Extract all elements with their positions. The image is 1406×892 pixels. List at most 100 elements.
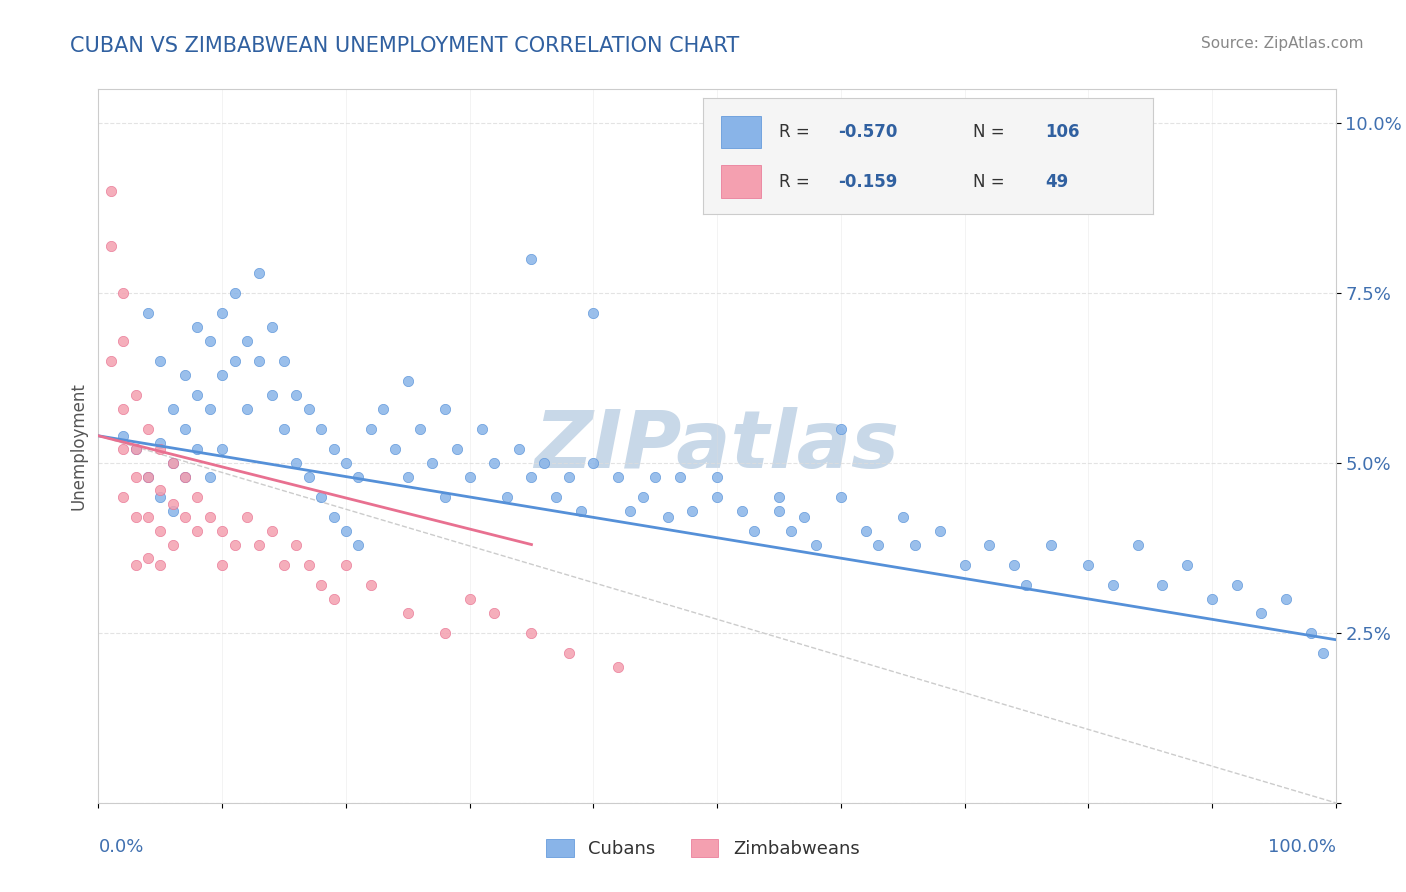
Point xyxy=(124,442,146,457)
Point xyxy=(1250,606,1272,620)
Point xyxy=(1312,646,1334,660)
Point xyxy=(533,456,555,470)
Point xyxy=(273,422,295,436)
Point xyxy=(124,442,146,457)
Point xyxy=(162,537,184,551)
Text: N =: N = xyxy=(973,123,1010,141)
Bar xyxy=(721,165,762,198)
Point xyxy=(112,429,135,443)
Point xyxy=(247,537,270,551)
Point xyxy=(162,456,184,470)
Point xyxy=(149,354,172,368)
Point xyxy=(1015,578,1038,592)
Text: N =: N = xyxy=(973,173,1010,191)
Point xyxy=(335,524,357,538)
Text: 106: 106 xyxy=(1045,123,1080,141)
Text: Source: ZipAtlas.com: Source: ZipAtlas.com xyxy=(1201,36,1364,51)
Point xyxy=(396,375,419,389)
Point xyxy=(433,626,456,640)
Point xyxy=(644,469,666,483)
Point xyxy=(855,524,877,538)
Point xyxy=(100,238,122,252)
Point xyxy=(619,503,641,517)
Point xyxy=(979,537,1001,551)
Text: R =: R = xyxy=(779,173,815,191)
Point xyxy=(260,524,283,538)
Point xyxy=(891,510,914,524)
Point xyxy=(285,388,308,402)
Point xyxy=(1175,558,1198,572)
Point xyxy=(136,422,159,436)
Point xyxy=(384,442,406,457)
Point xyxy=(224,354,246,368)
Point xyxy=(236,334,259,348)
Point xyxy=(396,469,419,483)
Point xyxy=(706,490,728,504)
Text: -0.159: -0.159 xyxy=(838,173,897,191)
Text: 0.0%: 0.0% xyxy=(98,838,143,856)
Point xyxy=(742,524,765,538)
Point xyxy=(495,490,517,504)
Point xyxy=(582,456,605,470)
Text: 49: 49 xyxy=(1045,173,1069,191)
Point xyxy=(793,510,815,524)
Point xyxy=(112,286,135,301)
Point xyxy=(458,591,481,606)
Point xyxy=(322,442,344,457)
Point xyxy=(1226,578,1249,592)
Point xyxy=(322,591,344,606)
Point xyxy=(322,510,344,524)
Point xyxy=(607,660,630,674)
Point xyxy=(484,606,506,620)
Point xyxy=(112,490,135,504)
Point xyxy=(607,469,630,483)
Point xyxy=(780,524,803,538)
Point xyxy=(409,422,432,436)
Point xyxy=(904,537,927,551)
Point xyxy=(247,266,270,280)
Point xyxy=(360,422,382,436)
Point xyxy=(508,442,530,457)
Point xyxy=(186,442,208,457)
Point xyxy=(285,537,308,551)
Point xyxy=(186,320,208,334)
Point xyxy=(520,252,543,266)
Point xyxy=(149,483,172,498)
Point xyxy=(768,490,790,504)
Point xyxy=(520,626,543,640)
Point xyxy=(458,469,481,483)
Text: ZIPatlas: ZIPatlas xyxy=(534,407,900,485)
Point xyxy=(162,497,184,511)
Point xyxy=(422,456,444,470)
Point xyxy=(198,334,221,348)
Point xyxy=(136,469,159,483)
Point xyxy=(706,469,728,483)
Point xyxy=(582,306,605,320)
Point xyxy=(1040,537,1063,551)
Point xyxy=(1077,558,1099,572)
Point xyxy=(186,524,208,538)
Point xyxy=(1126,537,1149,551)
Point xyxy=(804,537,827,551)
Point xyxy=(1102,578,1125,592)
Bar xyxy=(721,116,762,148)
Point xyxy=(211,368,233,382)
Point xyxy=(112,334,135,348)
Point xyxy=(1152,578,1174,592)
Point xyxy=(186,490,208,504)
Point xyxy=(953,558,976,572)
Point xyxy=(1275,591,1298,606)
Point xyxy=(731,503,754,517)
Point xyxy=(149,524,172,538)
Point xyxy=(149,490,172,504)
Point xyxy=(546,490,568,504)
Point xyxy=(260,388,283,402)
Point xyxy=(174,422,197,436)
Point xyxy=(224,537,246,551)
Point xyxy=(520,469,543,483)
Point xyxy=(198,469,221,483)
Point xyxy=(396,606,419,620)
Point xyxy=(1201,591,1223,606)
Point xyxy=(112,442,135,457)
Y-axis label: Unemployment: Unemployment xyxy=(69,382,87,510)
